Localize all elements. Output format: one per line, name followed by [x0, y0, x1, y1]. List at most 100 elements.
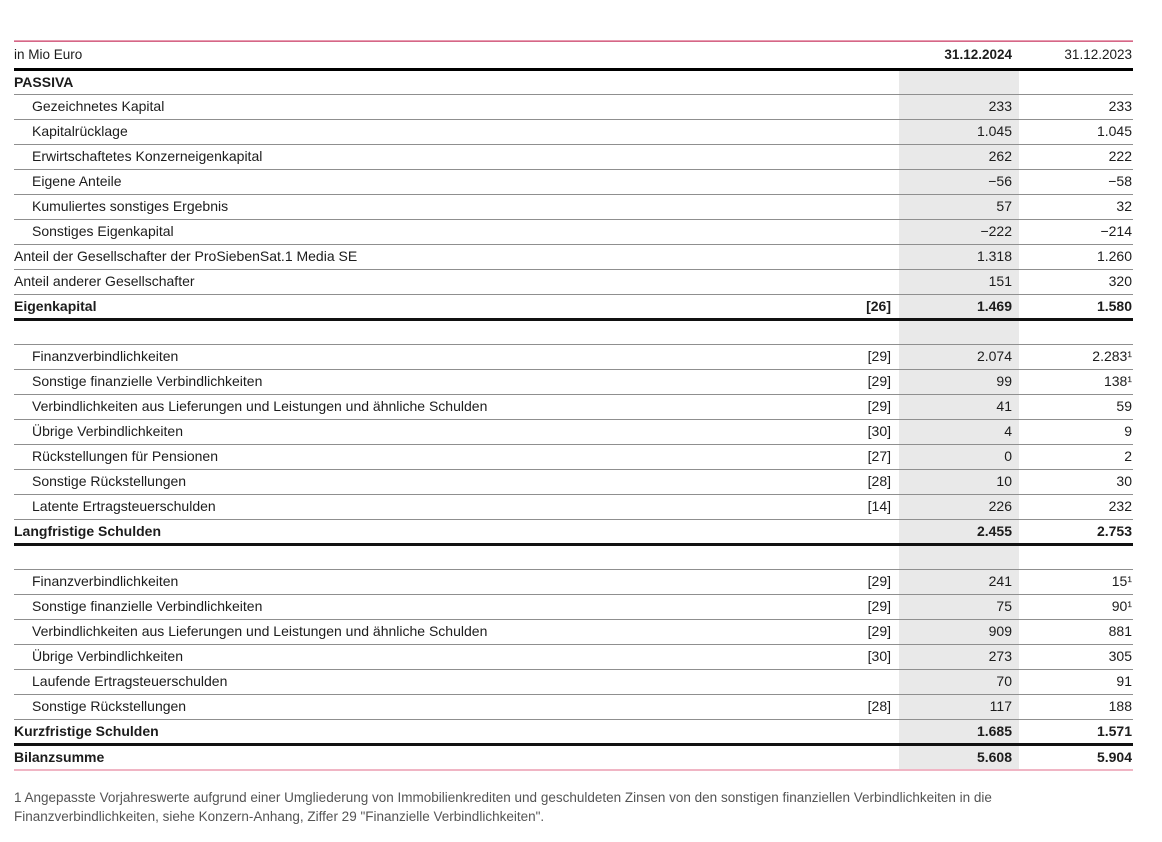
- row-note-reference: [14]: [789, 494, 899, 520]
- row-note-reference: [789, 194, 899, 220]
- column-header-2024: 31.12.2024: [899, 42, 1019, 71]
- row-value-2023: [1019, 544, 1133, 570]
- row-note-reference: [789, 319, 899, 345]
- table-row: Übrige Verbindlichkeiten [30] 273 305: [14, 644, 1133, 670]
- row-label: Verbindlichkeiten aus Lieferungen und Le…: [14, 619, 789, 645]
- row-label: Finanzverbindlichkeiten: [14, 569, 789, 595]
- table-spacer-row: [14, 544, 1133, 570]
- row-label: Langfristige Schulden: [14, 518, 789, 546]
- row-note-reference: [789, 518, 899, 546]
- row-note-reference: [26]: [789, 293, 899, 321]
- row-value-2024: [899, 69, 1019, 95]
- table-row: Sonstige Rückstellungen [28] 10 30: [14, 469, 1133, 495]
- table-row: Eigenkapital [26] 1.469 1.580: [14, 293, 1133, 321]
- table-row: Bilanzsumme 5.608 5.904: [14, 744, 1133, 771]
- row-label: Kumuliertes sonstiges Ergebnis: [14, 194, 789, 220]
- row-value-2024: 70: [899, 669, 1019, 695]
- row-note-reference: [28]: [789, 694, 899, 720]
- row-label: Sonstige Rückstellungen: [14, 694, 789, 720]
- row-note-reference: [789, 669, 899, 695]
- unit-label: in Mio Euro: [14, 42, 789, 71]
- row-value-2023: 188: [1019, 694, 1133, 720]
- row-value-2024: 1.045: [899, 119, 1019, 145]
- row-value-2024: 10: [899, 469, 1019, 495]
- row-note-reference: [789, 718, 899, 746]
- row-note-reference: [789, 544, 899, 570]
- row-value-2023: 138¹: [1019, 369, 1133, 395]
- row-label: Rückstellungen für Pensionen: [14, 444, 789, 470]
- balance-sheet-passiva: in Mio Euro 31.12.2024 31.12.2023 PASSIV…: [14, 40, 1133, 826]
- row-value-2024: 5.608: [899, 744, 1019, 771]
- row-note-reference: [789, 244, 899, 270]
- row-value-2023: −214: [1019, 219, 1133, 245]
- table-row: Anteil der Gesellschafter der ProSiebenS…: [14, 244, 1133, 270]
- table-header-row: in Mio Euro 31.12.2024 31.12.2023: [14, 42, 1133, 71]
- row-label: Übrige Verbindlichkeiten: [14, 419, 789, 445]
- table-row: Anteil anderer Gesellschafter 151 320: [14, 269, 1133, 295]
- table-row: PASSIVA: [14, 69, 1133, 95]
- footnote-text: 1 Angepasste Vorjahreswerte aufgrund ein…: [14, 789, 992, 824]
- row-value-2023: 305: [1019, 644, 1133, 670]
- row-value-2023: 1.260: [1019, 244, 1133, 270]
- row-note-reference: [789, 69, 899, 95]
- row-label: Erwirtschaftetes Konzerneigenkapital: [14, 144, 789, 170]
- row-value-2023: 2.753: [1019, 518, 1133, 546]
- row-label: Eigene Anteile: [14, 169, 789, 195]
- row-value-2023: 90¹: [1019, 594, 1133, 620]
- row-value-2024: [899, 319, 1019, 345]
- row-label: Kurzfristige Schulden: [14, 718, 789, 746]
- row-label: Sonstige finanzielle Verbindlichkeiten: [14, 369, 789, 395]
- table-row: Sonstiges Eigenkapital −222 −214: [14, 219, 1133, 245]
- row-value-2023: 1.571: [1019, 718, 1133, 746]
- row-note-reference: [30]: [789, 644, 899, 670]
- row-value-2023: 1.580: [1019, 293, 1133, 321]
- row-note-reference: [28]: [789, 469, 899, 495]
- row-label: Anteil der Gesellschafter der ProSiebenS…: [14, 244, 789, 270]
- row-label: Finanzverbindlichkeiten: [14, 344, 789, 370]
- row-label: Verbindlichkeiten aus Lieferungen und Le…: [14, 394, 789, 420]
- row-note-reference: [29]: [789, 344, 899, 370]
- row-note-reference: [789, 744, 899, 771]
- row-value-2023: 30: [1019, 469, 1133, 495]
- table-row: Kurzfristige Schulden 1.685 1.571: [14, 718, 1133, 746]
- row-value-2024: [899, 544, 1019, 570]
- row-value-2023: 5.904: [1019, 744, 1133, 771]
- row-value-2024: 0: [899, 444, 1019, 470]
- table-row: Sonstige finanzielle Verbindlichkeiten [2…: [14, 594, 1133, 620]
- row-value-2023: 2.283¹: [1019, 344, 1133, 370]
- row-note-reference: [27]: [789, 444, 899, 470]
- column-header-2023: 31.12.2023: [1019, 42, 1133, 71]
- row-value-2023: 232: [1019, 494, 1133, 520]
- row-value-2023: 15¹: [1019, 569, 1133, 595]
- row-note-reference: [789, 119, 899, 145]
- row-value-2024: −56: [899, 169, 1019, 195]
- row-note-reference: [30]: [789, 419, 899, 445]
- table-row: Laufende Ertragsteuerschulden 70 91: [14, 669, 1133, 695]
- row-value-2024: 233: [899, 94, 1019, 120]
- row-label: Sonstige Rückstellungen: [14, 469, 789, 495]
- row-label: [14, 544, 789, 570]
- row-label: Sonstiges Eigenkapital: [14, 219, 789, 245]
- table-row: Finanzverbindlichkeiten [29] 2.074 2.283¹: [14, 344, 1133, 370]
- row-value-2024: 99: [899, 369, 1019, 395]
- row-value-2023: 881: [1019, 619, 1133, 645]
- table-row: Kumuliertes sonstiges Ergebnis 57 32: [14, 194, 1133, 220]
- row-label: PASSIVA: [14, 69, 789, 95]
- row-value-2023: 233: [1019, 94, 1133, 120]
- table-row: Verbindlichkeiten aus Lieferungen und Le…: [14, 394, 1133, 420]
- row-value-2024: 2.455: [899, 518, 1019, 546]
- row-value-2024: 57: [899, 194, 1019, 220]
- row-label: Übrige Verbindlichkeiten: [14, 644, 789, 670]
- row-label: Latente Ertragsteuerschulden: [14, 494, 789, 520]
- row-value-2023: [1019, 319, 1133, 345]
- row-value-2024: 117: [899, 694, 1019, 720]
- table-row: Erwirtschaftetes Konzerneigenkapital 262 2…: [14, 144, 1133, 170]
- row-value-2023: −58: [1019, 169, 1133, 195]
- row-value-2023: 320: [1019, 269, 1133, 295]
- row-value-2024: 262: [899, 144, 1019, 170]
- row-value-2023: 91: [1019, 669, 1133, 695]
- row-value-2024: 909: [899, 619, 1019, 645]
- table-row: Gezeichnetes Kapital 233 233: [14, 94, 1133, 120]
- row-note-reference: [789, 144, 899, 170]
- table-row: Übrige Verbindlichkeiten [30] 4 9: [14, 419, 1133, 445]
